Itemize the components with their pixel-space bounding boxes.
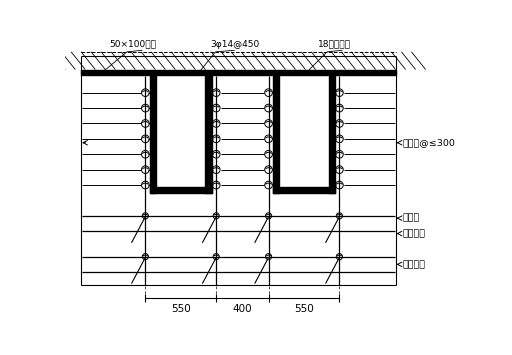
Text: 水平拉杆: 水平拉杆 [402,260,425,269]
Text: 钉管立杆: 钉管立杆 [402,229,425,238]
Text: 400: 400 [232,304,252,315]
Text: 550: 550 [294,304,314,315]
Text: 50×100木抳: 50×100木抳 [110,40,157,49]
Text: 550: 550 [171,304,190,315]
Text: 3φ14@450: 3φ14@450 [210,40,259,49]
Text: 小横杆@≤300: 小横杆@≤300 [402,138,455,147]
Text: 18厚胶合板: 18厚胶合板 [318,40,351,49]
Text: 大横杆: 大横杆 [402,214,420,223]
